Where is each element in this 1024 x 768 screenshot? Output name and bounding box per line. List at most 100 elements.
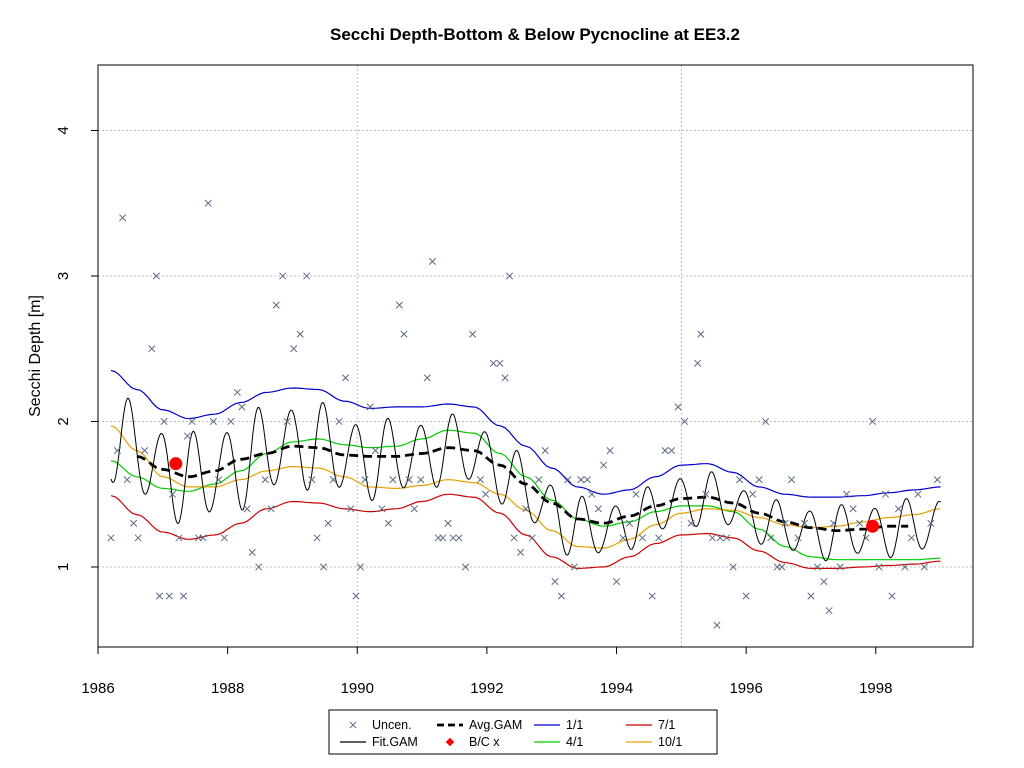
observation-point	[199, 534, 207, 542]
observation-point	[342, 374, 350, 382]
observation-point	[428, 257, 436, 265]
observation-point	[901, 563, 909, 571]
observation-point	[204, 199, 212, 207]
observation-point	[781, 519, 789, 527]
observation-point	[762, 417, 770, 426]
observation-point	[324, 519, 332, 527]
observation-point	[227, 417, 235, 426]
observation-point	[183, 432, 191, 440]
y-axis: 1 2 3 4	[55, 126, 99, 571]
y-tick-label: 4	[55, 126, 72, 134]
observation-point	[366, 403, 374, 411]
observation-point	[807, 592, 815, 600]
x-tick-label: 1994	[600, 680, 633, 697]
observation-point	[843, 490, 851, 498]
observation-point	[820, 577, 828, 586]
observation-point	[308, 476, 316, 484]
observation-point	[248, 548, 256, 556]
observation-point	[461, 563, 470, 571]
observation-point	[156, 592, 164, 600]
observation-point	[588, 490, 596, 498]
observation-points	[107, 199, 941, 629]
x-tick-label: 1996	[729, 680, 762, 697]
observation-point	[395, 301, 403, 309]
observation-point	[787, 476, 796, 484]
legend-label-bc: B/C x	[469, 735, 500, 749]
y-axis-title: Secchi Depth [m]	[27, 295, 44, 417]
series-line-q7	[110, 493, 941, 570]
observation-point	[570, 563, 578, 571]
legend-swatch-obs	[349, 721, 357, 729]
series-line-q1	[110, 369, 941, 498]
legend-swatch-bc	[445, 737, 455, 747]
observation-point	[638, 534, 646, 542]
observation-point	[233, 388, 241, 396]
observation-point	[551, 577, 559, 586]
observation-point	[141, 447, 149, 455]
observation-point	[283, 417, 291, 426]
observation-point	[522, 505, 530, 513]
observation-point	[255, 563, 263, 571]
observation-point	[606, 447, 614, 455]
legend-label-q1: 1/1	[566, 718, 583, 732]
observation-point	[755, 476, 763, 484]
observation-point	[868, 417, 877, 426]
observation-point	[496, 359, 504, 367]
x-tick-label: 1986	[81, 680, 114, 697]
observation-point	[927, 519, 935, 527]
legend: Uncen. Avg.GAM 1/1 7/1 Fit.GAM B/C x 4/1 10/1	[328, 709, 718, 755]
observation-point	[356, 563, 365, 571]
observation-point	[888, 592, 896, 600]
observation-point	[405, 476, 413, 484]
observation-point	[410, 505, 418, 513]
observation-point	[175, 534, 183, 542]
legend-label-obs: Uncen.	[372, 718, 412, 732]
observation-point	[625, 519, 634, 527]
observation-point	[778, 563, 786, 571]
observation-point	[535, 476, 543, 484]
observation-point	[528, 534, 536, 542]
observation-point	[648, 592, 656, 600]
observation-point	[830, 519, 838, 527]
observation-point	[501, 374, 509, 382]
grid	[97, 65, 973, 647]
fit-gam-line	[110, 397, 941, 562]
observation-point	[243, 505, 251, 513]
observation-point	[113, 447, 121, 455]
observation-point	[564, 476, 572, 484]
bc-point	[866, 519, 880, 533]
observation-point	[400, 330, 408, 338]
series-line-q10	[110, 425, 941, 549]
bc-point	[169, 457, 183, 471]
legend-label-fit: Fit.GAM	[372, 735, 418, 749]
observation-point	[506, 272, 514, 280]
observation-point	[619, 534, 627, 542]
legend-box	[328, 709, 718, 755]
observation-point	[423, 374, 431, 382]
observation-point	[517, 548, 525, 556]
observation-point	[920, 563, 928, 571]
observation-point	[702, 490, 710, 498]
observation-point	[510, 534, 518, 542]
observation-point	[439, 534, 447, 542]
observation-point	[881, 490, 890, 498]
observation-point	[455, 534, 463, 542]
observation-point	[261, 476, 269, 484]
observation-point	[600, 461, 608, 469]
observation-point	[674, 403, 682, 411]
observation-point	[267, 505, 275, 513]
observation-point	[693, 359, 702, 367]
observation-point	[329, 476, 337, 484]
observation-point	[313, 534, 321, 542]
observation-point	[296, 330, 304, 338]
y-tick-label: 3	[55, 272, 72, 280]
observation-point	[209, 417, 217, 426]
observation-point	[361, 476, 369, 484]
observation-point	[188, 417, 196, 426]
observation-point	[320, 563, 328, 571]
observation-point	[160, 417, 168, 426]
observation-point	[130, 519, 138, 527]
observation-point	[594, 505, 602, 513]
observation-point	[352, 592, 360, 600]
